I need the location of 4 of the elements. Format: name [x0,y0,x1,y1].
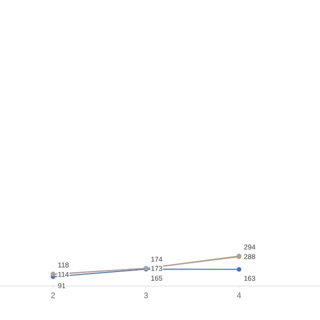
x-tick-label: 4 [236,292,242,298]
x-tick-label: 2 [51,292,55,298]
x-tick-label: 3 [144,292,148,298]
point [236,267,242,272]
